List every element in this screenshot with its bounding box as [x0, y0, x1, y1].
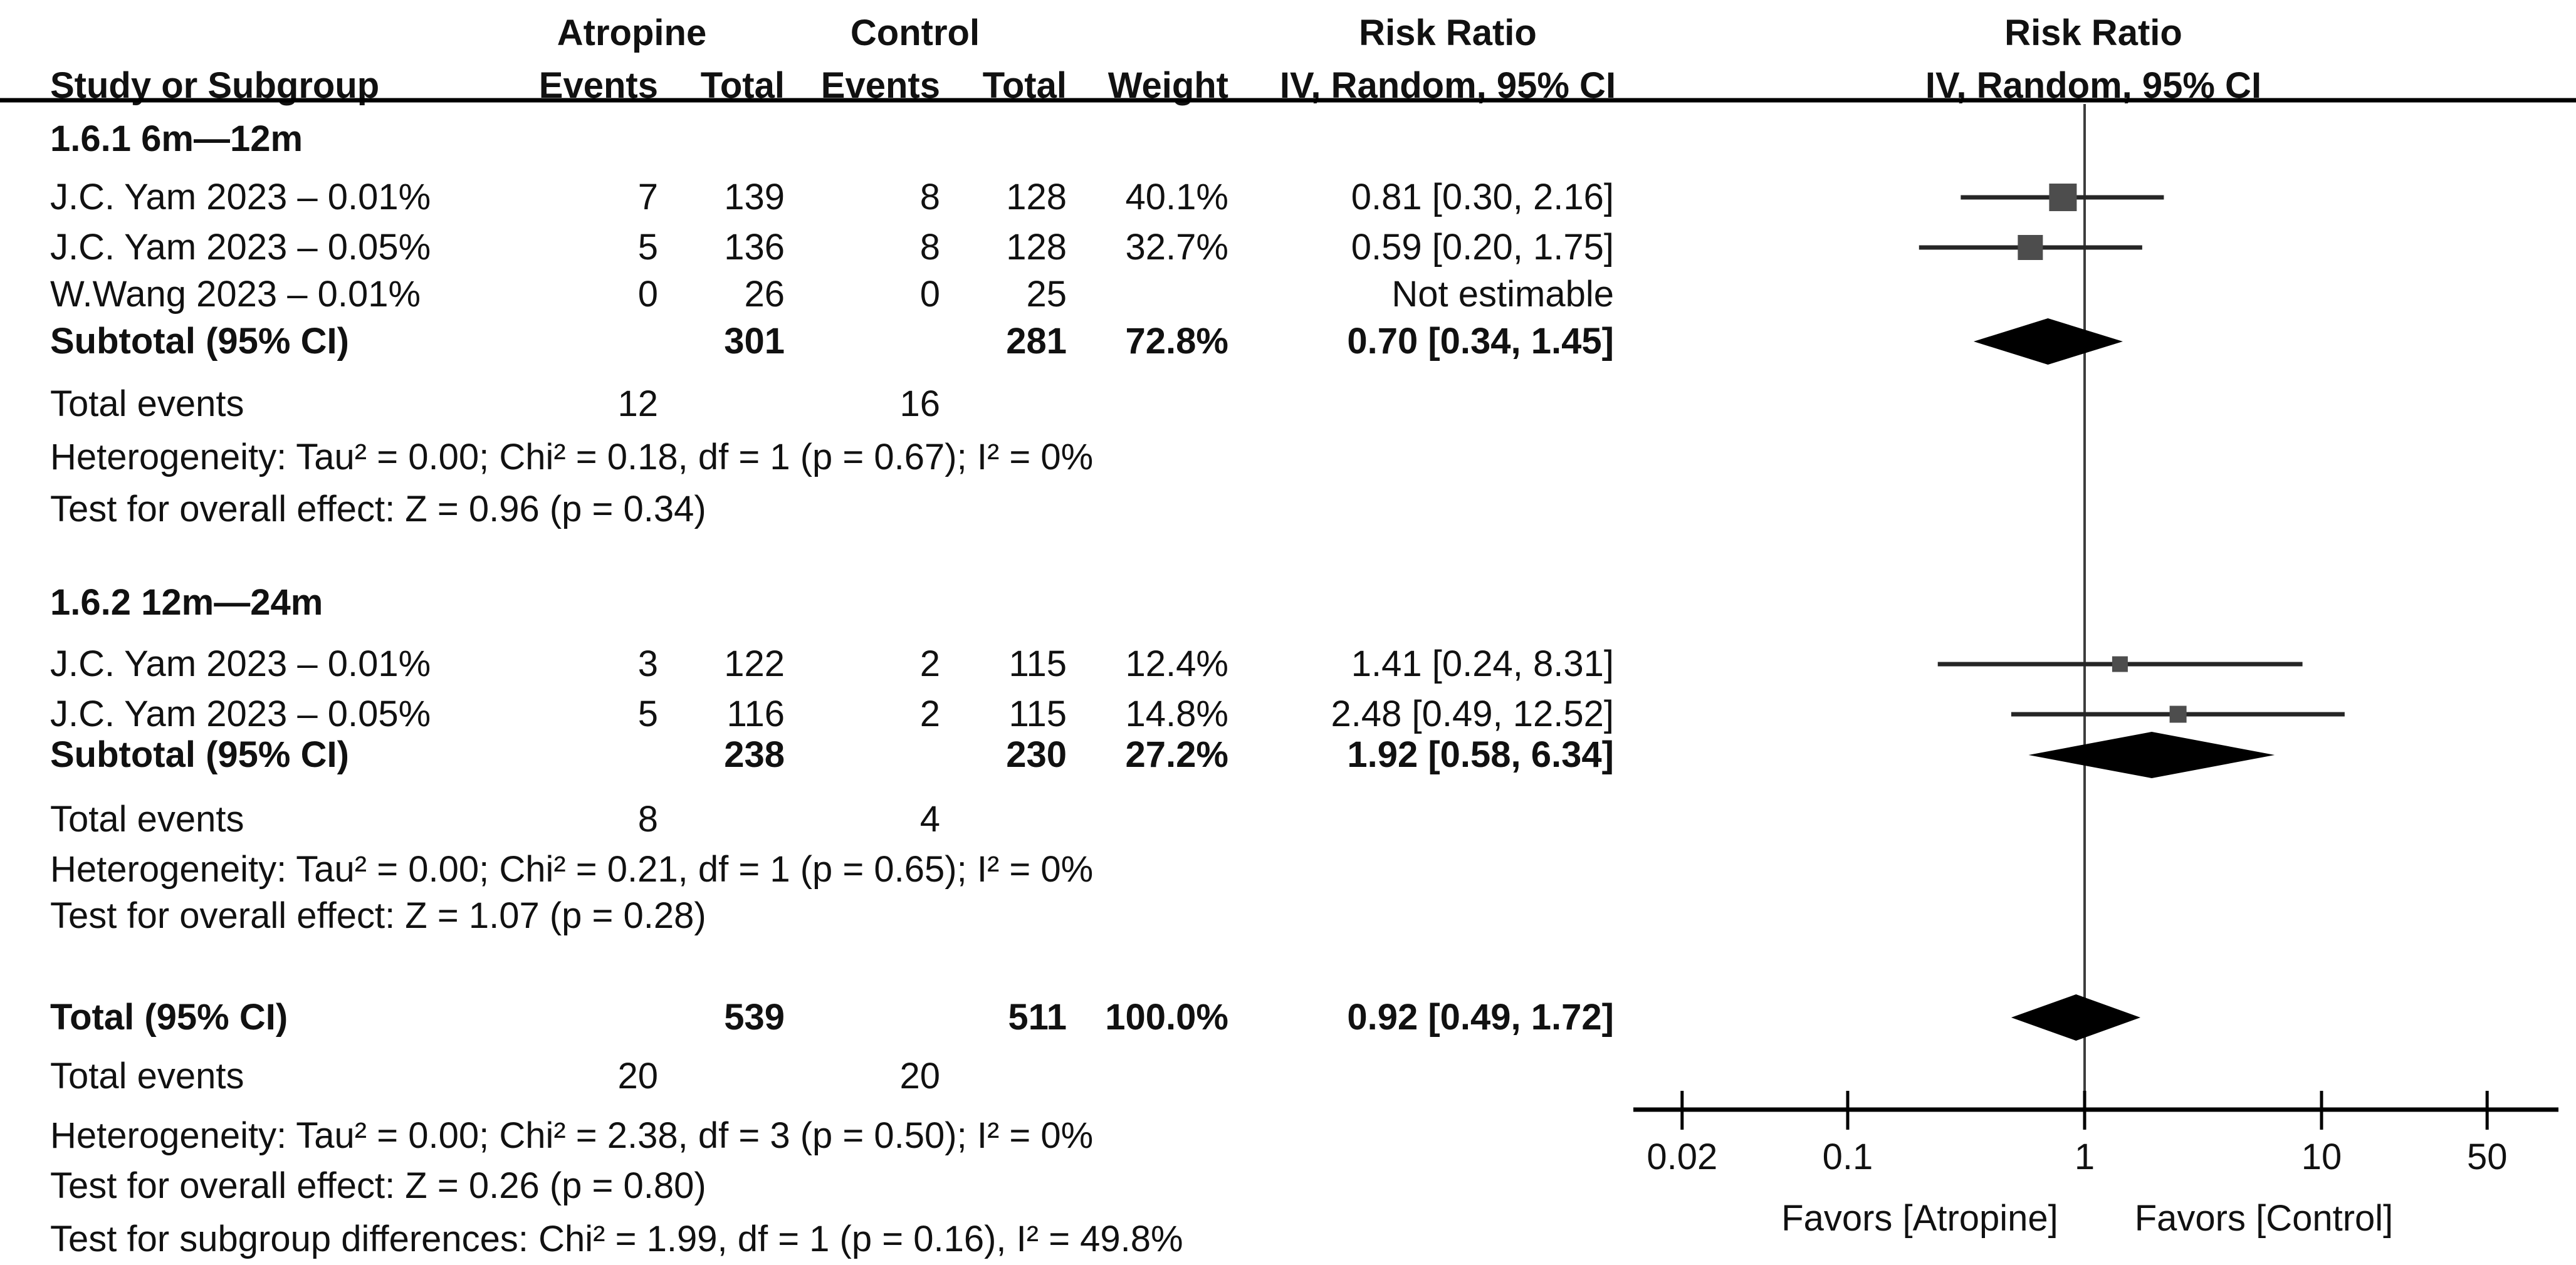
row-11-subtotal-weight: 27.2%	[1125, 734, 1228, 775]
row-4-subtotal-label: Subtotal (95% CI)	[50, 321, 349, 362]
col-header-atropine: Atropine	[557, 13, 707, 53]
row-1-study-events-atropine: 7	[637, 177, 658, 217]
row-9-study-total-atropine: 122	[724, 643, 785, 684]
row-10-study-events-control: 2	[919, 694, 940, 734]
row-9-study-ci-text: 1.41 [0.24, 8.31]	[1351, 643, 1614, 684]
row-3-study-label: W.Wang 2023 – 0.01%	[50, 274, 421, 315]
row-9-study-total-control: 115	[1008, 643, 1067, 684]
row-7-stats-label: Test for overall effect: Z = 0.96 (p = 0…	[50, 489, 706, 529]
row-16-events-events-atropine: 20	[617, 1056, 658, 1096]
row-15-total-total-control: 511	[1008, 997, 1067, 1038]
x-axis-tick-label-50: 50	[2467, 1137, 2508, 1177]
row-15-total-label: Total (95% CI)	[50, 997, 288, 1038]
row-1-study-total-control: 128	[1006, 177, 1067, 217]
row-9-study-events-control: 2	[919, 643, 940, 684]
row-1-study-ci-text: 0.81 [0.30, 2.16]	[1351, 177, 1614, 217]
row-2-study-ci-text: 0.59 [0.20, 1.75]	[1351, 227, 1614, 268]
row-15-total-weight: 100.0%	[1105, 997, 1228, 1038]
row-2-study-total-atropine: 136	[724, 227, 785, 268]
row-11-subtotal-ci-text: 1.92 [0.58, 6.34]	[1347, 734, 1614, 775]
row-16-events-label: Total events	[50, 1056, 244, 1096]
row-2-study-label: J.C. Yam 2023 – 0.05%	[50, 227, 431, 268]
row-12-events-label: Total events	[50, 799, 244, 840]
row-4-subtotal-weight: 72.8%	[1125, 321, 1228, 362]
pooled-diamond-row-11	[2028, 732, 2275, 778]
row-5-events-label: Total events	[50, 383, 244, 424]
row-5-events-events-atropine: 12	[617, 383, 658, 424]
effect-square-row-10	[2169, 705, 2187, 723]
x-axis-tick-label-0.1: 0.1	[1823, 1137, 1873, 1177]
row-2-study-events-atropine: 5	[637, 227, 658, 268]
col-header-risk-ratio-text: Risk Ratio	[1359, 13, 1537, 53]
row-3-study-total-atropine: 26	[744, 274, 785, 315]
row-10-study-total-atropine: 116	[726, 694, 785, 734]
effect-square-row-1	[2049, 184, 2077, 211]
row-2-study-weight: 32.7%	[1125, 227, 1228, 268]
row-4-subtotal-total-atropine: 301	[724, 321, 785, 362]
row-2-study-total-control: 128	[1006, 227, 1067, 268]
row-11-subtotal-total-control: 230	[1006, 734, 1067, 775]
row-0-group-label: 1.6.1 6m—12m	[50, 118, 303, 159]
row-2-study-events-control: 8	[919, 227, 940, 268]
row-11-subtotal-label: Subtotal (95% CI)	[50, 734, 349, 775]
row-12-events-events-atropine: 8	[637, 799, 658, 840]
row-3-study-events-control: 0	[919, 274, 940, 315]
row-9-study-label: J.C. Yam 2023 – 0.01%	[50, 643, 431, 684]
favors-right-label: Favors [Control]	[2135, 1198, 2394, 1239]
row-1-study-weight: 40.1%	[1125, 177, 1228, 217]
row-1-study-total-atropine: 139	[724, 177, 785, 217]
row-3-study-total-control: 25	[1026, 274, 1067, 315]
row-11-subtotal-total-atropine: 238	[724, 734, 785, 775]
row-4-subtotal-ci-text: 0.70 [0.34, 1.45]	[1347, 321, 1614, 362]
effect-square-row-9	[2112, 656, 2128, 672]
row-10-study-ci-text: 2.48 [0.49, 12.52]	[1331, 694, 1614, 734]
row-9-study-weight: 12.4%	[1125, 643, 1228, 684]
x-axis-tick-label-10: 10	[2301, 1137, 2342, 1177]
row-16-events-events-control: 20	[899, 1056, 940, 1096]
row-17-stats-label: Heterogeneity: Tau² = 0.00; Chi² = 2.38,…	[50, 1115, 1094, 1156]
col-header-risk-ratio-plot: Risk Ratio	[2004, 13, 2182, 53]
row-6-stats-label: Heterogeneity: Tau² = 0.00; Chi² = 0.18,…	[50, 437, 1094, 477]
row-18-stats-label: Test for overall effect: Z = 0.26 (p = 0…	[50, 1165, 706, 1206]
row-12-events-events-control: 4	[919, 799, 940, 840]
row-9-study-events-atropine: 3	[637, 643, 658, 684]
row-1-study-events-control: 8	[919, 177, 940, 217]
row-13-stats-label: Heterogeneity: Tau² = 0.00; Chi² = 0.21,…	[50, 849, 1094, 890]
row-3-study-events-atropine: 0	[637, 274, 658, 315]
row-14-stats-label: Test for overall effect: Z = 1.07 (p = 0…	[50, 895, 706, 936]
pooled-diamond-row-4	[1973, 318, 2123, 365]
x-axis-tick-label-1: 1	[2075, 1137, 2095, 1177]
col-header-control: Control	[850, 13, 980, 53]
row-10-study-events-atropine: 5	[637, 694, 658, 734]
row-15-total-ci-text: 0.92 [0.49, 1.72]	[1347, 997, 1614, 1038]
row-5-events-events-control: 16	[899, 383, 940, 424]
row-10-study-total-control: 115	[1008, 694, 1067, 734]
row-10-study-label: J.C. Yam 2023 – 0.05%	[50, 694, 431, 734]
effect-square-row-2	[2018, 235, 2043, 260]
row-1-study-label: J.C. Yam 2023 – 0.01%	[50, 177, 431, 217]
pooled-diamond-row-15	[2011, 994, 2141, 1041]
row-3-study-ci-text: Not estimable	[1391, 274, 1614, 315]
x-axis-tick-label-0.02: 0.02	[1647, 1137, 1717, 1177]
row-10-study-weight: 14.8%	[1125, 694, 1228, 734]
favors-left-label: Favors [Atropine]	[1781, 1198, 2058, 1239]
row-8-group-label: 1.6.2 12m—24m	[50, 582, 323, 623]
row-4-subtotal-total-control: 281	[1006, 321, 1067, 362]
row-19-stats-label: Test for subgroup differences: Chi² = 1.…	[50, 1219, 1183, 1259]
row-15-total-total-atropine: 539	[724, 997, 785, 1038]
